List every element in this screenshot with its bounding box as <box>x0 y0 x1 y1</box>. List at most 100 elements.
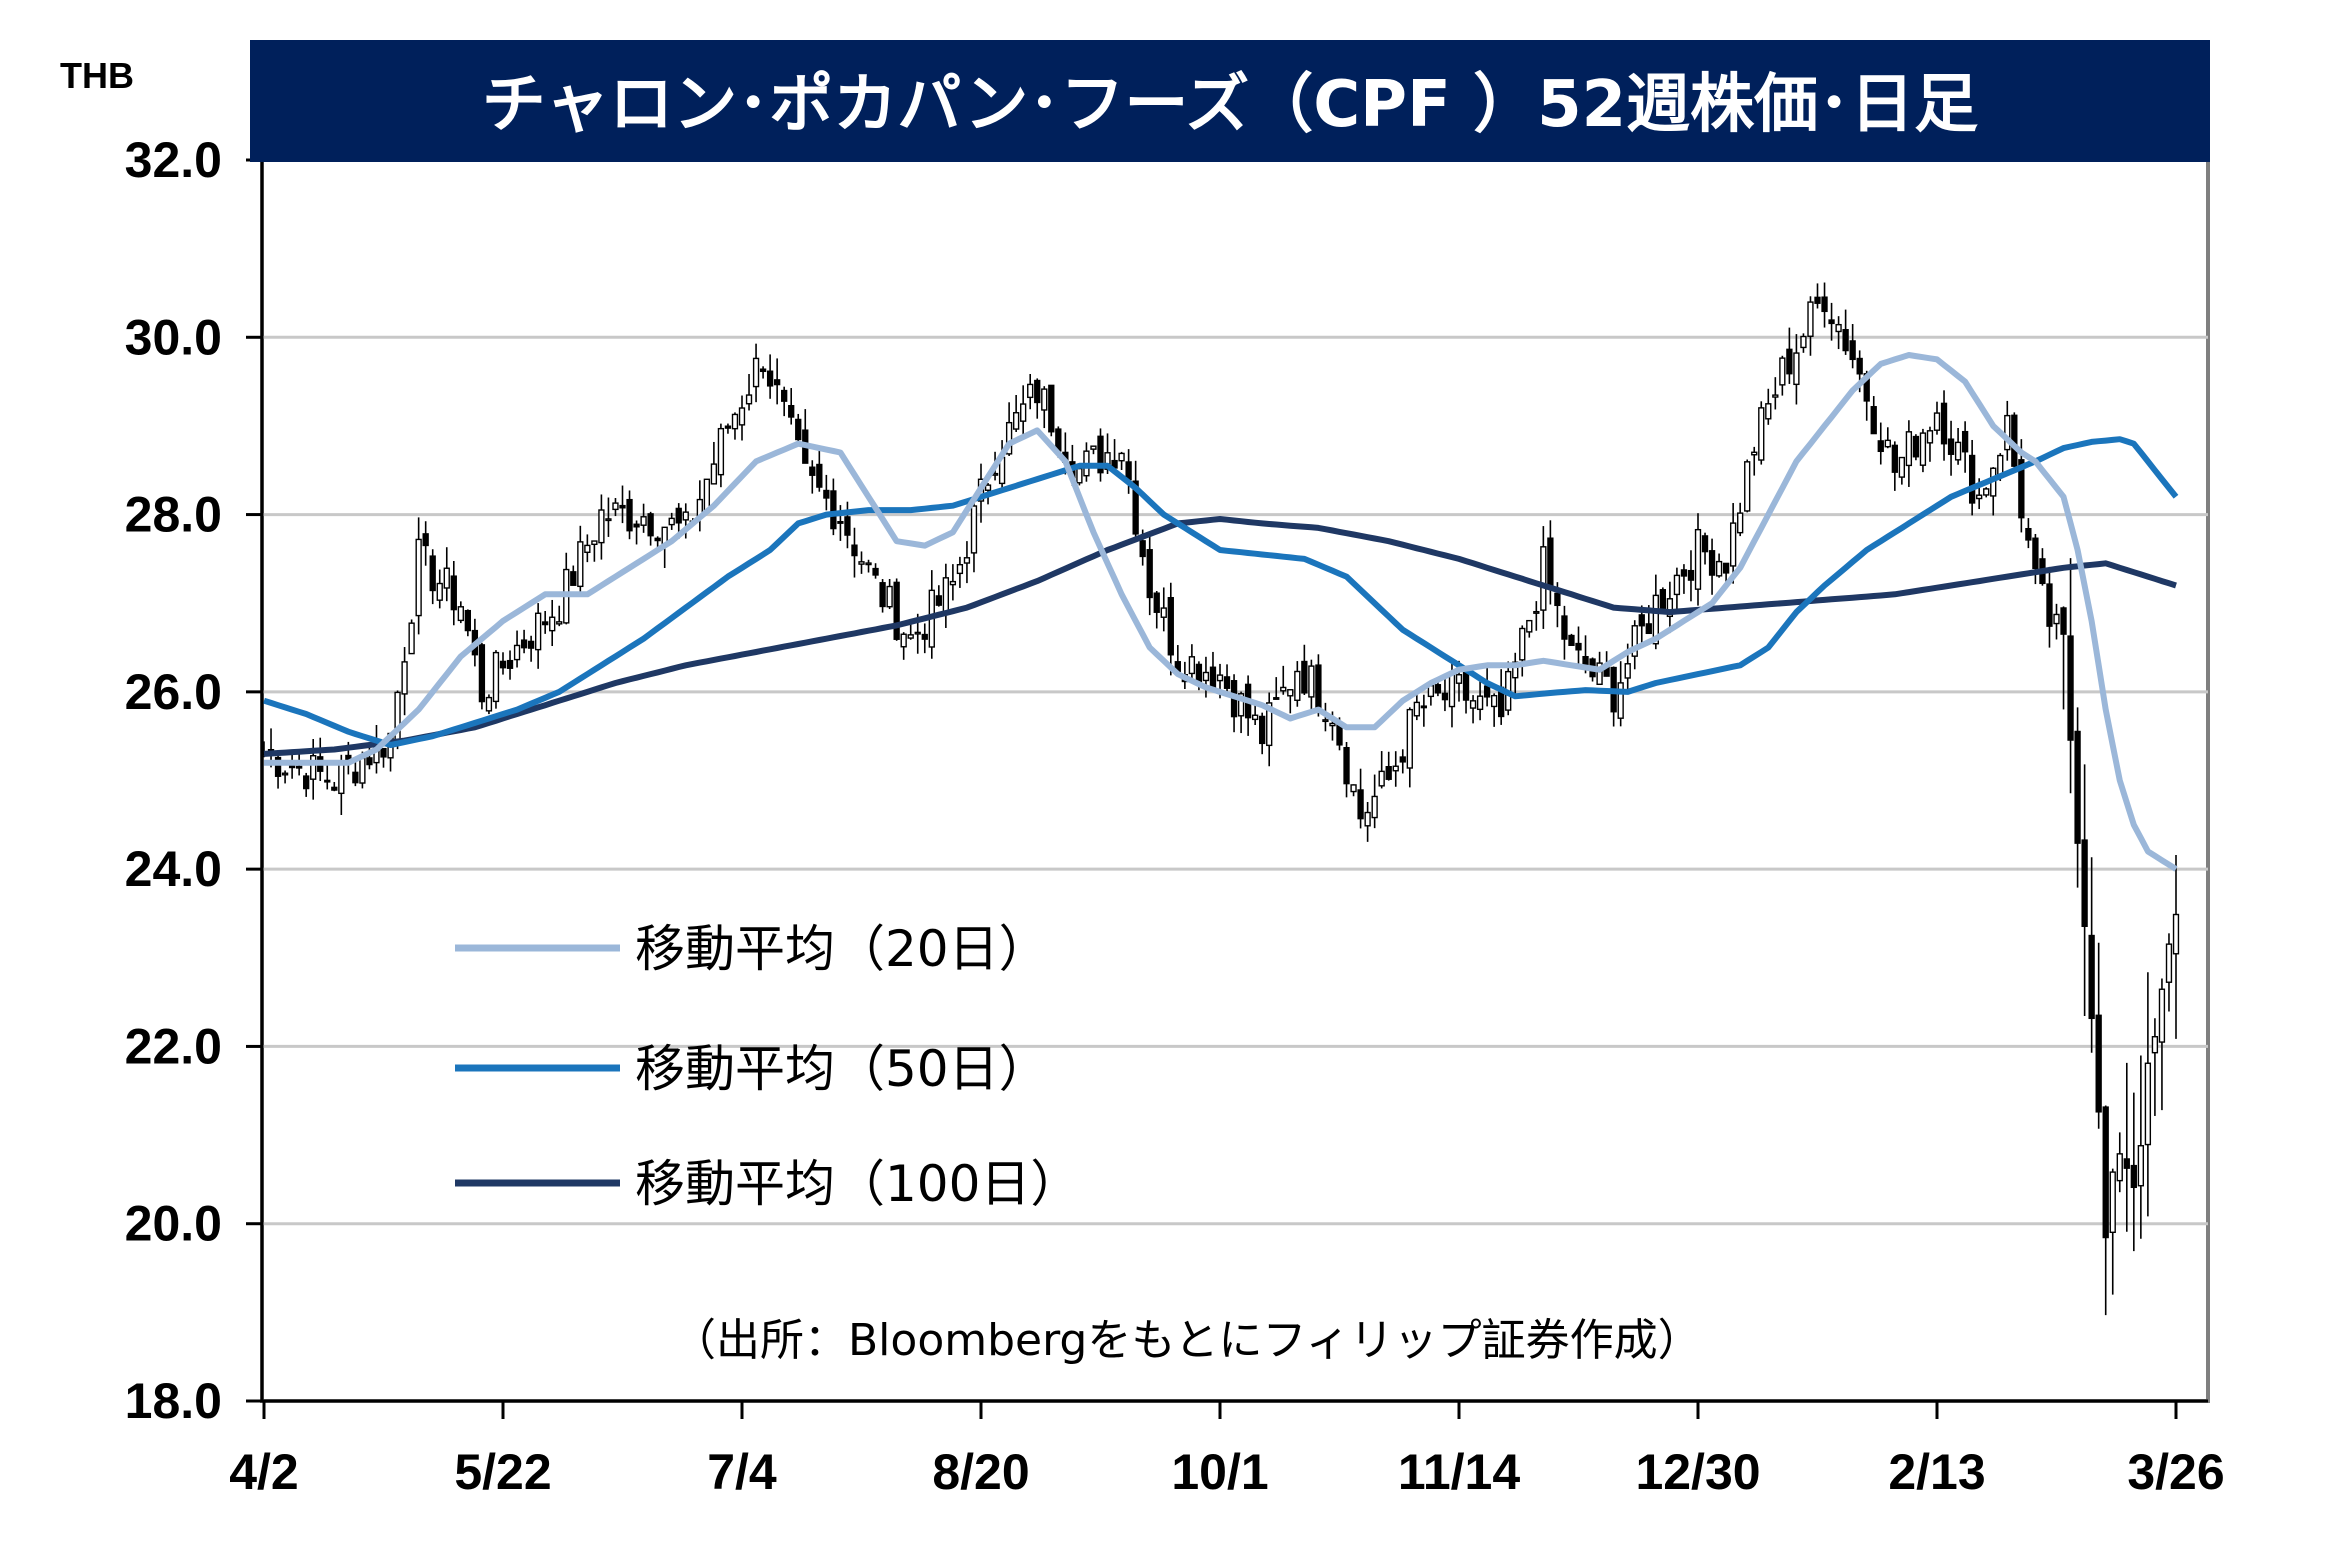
candlestick <box>1020 385 1027 440</box>
candle-body <box>2116 1153 2123 1182</box>
candle-body <box>1020 403 1027 422</box>
candle-body <box>2004 414 2011 451</box>
candlestick <box>1793 334 1800 405</box>
candle-body <box>2053 613 2060 625</box>
candle-body <box>2130 1164 2137 1189</box>
candlestick <box>331 781 338 792</box>
y-tick-label: 32.0 <box>125 132 222 188</box>
candle-body <box>710 463 718 485</box>
candlestick <box>1188 644 1196 680</box>
candle-body <box>1041 388 1048 411</box>
candlestick <box>809 460 816 494</box>
candlestick <box>1800 333 1807 353</box>
candle-body <box>591 540 598 546</box>
candlestick <box>605 497 612 537</box>
candle-body <box>556 621 563 625</box>
candlestick <box>1680 564 1688 594</box>
moving-averages <box>263 352 2179 872</box>
x-tick-label: 8/20 <box>932 1444 1029 1500</box>
candlestick <box>1708 538 1716 595</box>
candle-body <box>1118 452 1125 462</box>
candlestick <box>1420 694 1428 727</box>
candlestick <box>752 343 760 403</box>
candle-body <box>816 463 823 488</box>
candle-body <box>1751 451 1758 456</box>
candlestick <box>415 517 422 635</box>
candlestick <box>1737 502 1744 537</box>
candle-body <box>549 616 556 632</box>
candlestick <box>2025 518 2032 549</box>
candle-body <box>359 757 366 784</box>
candlestick <box>2151 1018 2159 1116</box>
candle-body <box>1448 673 1456 708</box>
candle-body <box>879 582 886 608</box>
candle-body <box>2144 1062 2152 1146</box>
candlestick <box>2088 857 2095 1053</box>
candle-body <box>949 580 957 586</box>
candlestick <box>963 541 971 584</box>
candlestick <box>1153 591 1160 629</box>
candle-body <box>724 425 732 429</box>
plot-area <box>260 158 2210 1403</box>
candle-body <box>745 394 753 405</box>
candle-body <box>1399 756 1406 763</box>
x-tick-label: 2/13 <box>1888 1444 1985 1500</box>
candle-body <box>1378 770 1385 787</box>
candlestick <box>520 629 528 654</box>
candle-body <box>506 659 514 669</box>
candlestick <box>1118 451 1125 471</box>
candlestick <box>1947 420 1955 476</box>
candle-body <box>731 413 739 430</box>
candle-body <box>1364 811 1371 827</box>
y-tick-label: 18.0 <box>125 1373 222 1429</box>
candle-body <box>352 771 359 784</box>
candlestick <box>2109 1168 2116 1295</box>
candlestick <box>1526 619 1533 638</box>
candle-body <box>626 498 633 532</box>
candlestick <box>1666 581 1674 634</box>
candlestick <box>1364 801 1371 842</box>
candlestick <box>408 619 415 655</box>
candle-body <box>717 427 725 476</box>
candle-body <box>893 581 900 640</box>
candle-body <box>1765 403 1772 420</box>
candlestick <box>1729 503 1737 584</box>
candle-body <box>281 772 289 776</box>
candle-body <box>1385 766 1392 780</box>
candlestick <box>647 511 654 546</box>
candle-body <box>1638 614 1645 627</box>
chart-title: チャロン･ポカパン･フーズ（CPF ）52週株価･日足 <box>482 68 1978 142</box>
candlestick <box>935 585 942 607</box>
candlestick <box>1779 355 1786 396</box>
candle-body <box>1912 435 1920 458</box>
candle-body <box>1976 494 1983 500</box>
candle-body <box>1441 692 1449 701</box>
candlestick <box>781 386 788 417</box>
candle-body <box>1526 619 1533 633</box>
candle-body <box>2102 1106 2109 1239</box>
candlestick <box>1343 742 1350 798</box>
candle-body <box>1371 795 1378 819</box>
candlestick <box>591 540 598 562</box>
candlestick <box>401 647 408 716</box>
candle-body <box>2018 459 2025 519</box>
candle-body <box>1877 440 1884 453</box>
candle-body <box>654 537 661 542</box>
candlestick <box>1132 460 1139 538</box>
candlestick <box>1751 446 1758 476</box>
candle-body <box>1835 323 1842 333</box>
candle-body <box>1856 357 1863 375</box>
candlestick <box>1280 665 1287 695</box>
candle-body <box>1624 663 1631 679</box>
candle-body <box>668 517 675 526</box>
y-tick-label: 30.0 <box>125 309 222 365</box>
candle-body <box>1090 445 1097 450</box>
candle-body <box>900 633 907 648</box>
candlestick <box>1413 694 1420 721</box>
candlestick <box>1905 420 1913 487</box>
candlestick <box>436 569 443 609</box>
x-tick-label: 3/26 <box>2127 1444 2224 1500</box>
candlestick <box>2095 942 2102 1129</box>
candle-body <box>1343 747 1350 785</box>
candle-body <box>1273 697 1280 700</box>
